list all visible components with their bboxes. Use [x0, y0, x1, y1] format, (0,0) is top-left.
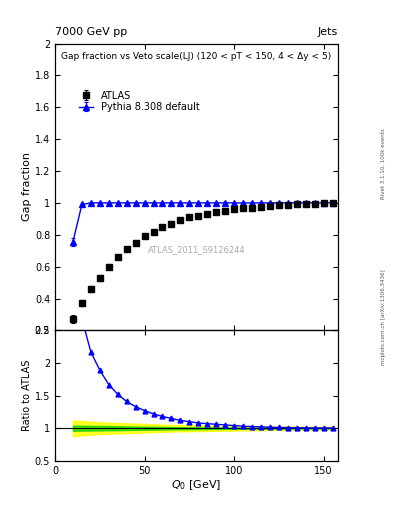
Text: Gap fraction vs Veto scale(LJ) (120 < pT < 150, 4 < Δy < 5): Gap fraction vs Veto scale(LJ) (120 < pT…: [61, 52, 331, 61]
Y-axis label: Gap fraction: Gap fraction: [22, 153, 32, 222]
X-axis label: $Q_0$ [GeV]: $Q_0$ [GeV]: [171, 478, 222, 492]
Text: mcplots.cern.ch [arXiv:1306.3436]: mcplots.cern.ch [arXiv:1306.3436]: [381, 270, 386, 365]
Text: Rivet 3.1.10, 100k events: Rivet 3.1.10, 100k events: [381, 129, 386, 199]
Legend: ATLAS, Pythia 8.308 default: ATLAS, Pythia 8.308 default: [74, 86, 205, 117]
Y-axis label: Ratio to ATLAS: Ratio to ATLAS: [22, 360, 32, 431]
Text: 7000 GeV pp: 7000 GeV pp: [55, 27, 127, 37]
Text: Jets: Jets: [318, 27, 338, 37]
Text: ATLAS_2011_S9126244: ATLAS_2011_S9126244: [148, 246, 245, 254]
